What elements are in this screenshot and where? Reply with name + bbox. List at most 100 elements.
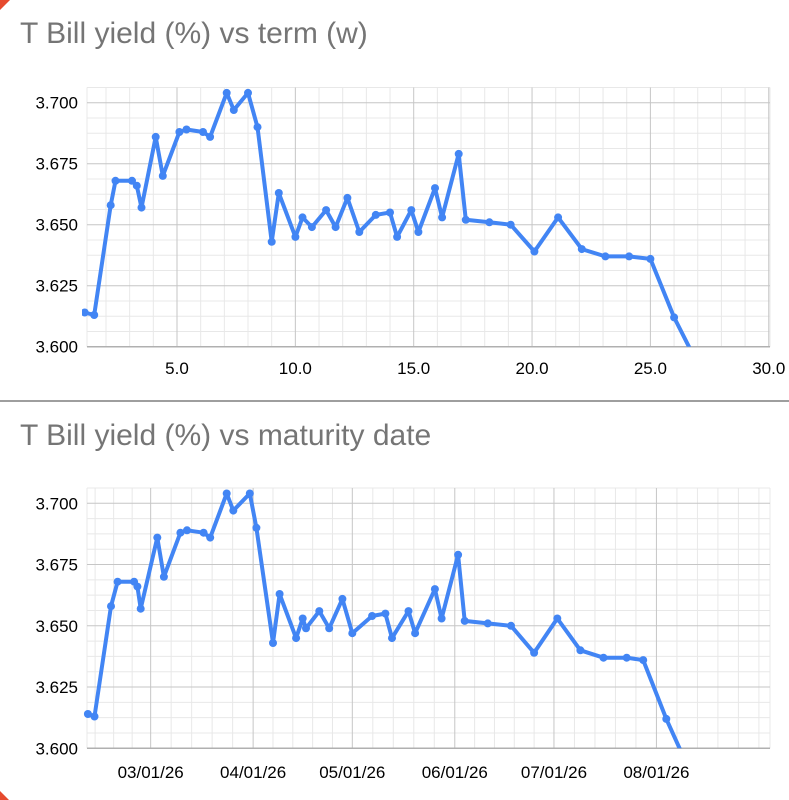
data-point <box>274 189 283 197</box>
x-tick-label: 03/01/26 <box>118 763 184 782</box>
data-point <box>176 528 185 537</box>
data-point <box>206 533 215 542</box>
data-point <box>307 223 316 232</box>
y-tick-label: 3.625 <box>35 277 78 296</box>
data-point <box>411 629 420 638</box>
data-point <box>107 602 115 611</box>
series-line <box>82 90 692 347</box>
data-point <box>158 171 167 180</box>
data-point <box>483 619 492 628</box>
x-tick-label: 5.0 <box>165 359 189 378</box>
data-point <box>90 712 99 721</box>
data-point <box>437 614 446 623</box>
data-point <box>151 132 160 141</box>
data-point <box>646 254 655 263</box>
data-point <box>133 582 142 591</box>
data-point <box>696 365 704 373</box>
data-point <box>159 572 168 581</box>
data-point <box>292 634 301 643</box>
data-point <box>137 203 146 212</box>
data-point <box>82 308 89 317</box>
y-tick-label: 3.700 <box>35 94 78 113</box>
data-point <box>298 614 307 623</box>
data-point <box>113 577 122 586</box>
data-point <box>485 218 494 227</box>
data-point <box>599 653 608 662</box>
data-point <box>331 223 340 232</box>
data-point <box>90 311 99 319</box>
corner-marker-top-left-icon <box>0 0 10 10</box>
data-point <box>130 577 139 586</box>
data-point <box>625 252 634 261</box>
data-point <box>132 181 141 190</box>
data-point <box>222 489 231 498</box>
x-tick-label: 15.0 <box>397 359 430 378</box>
x-tick-label: 04/01/26 <box>220 763 286 782</box>
data-point <box>388 634 396 643</box>
data-point <box>407 206 416 215</box>
y-tick-label: 3.675 <box>35 155 78 174</box>
data-point <box>325 624 334 633</box>
data-point <box>404 607 413 616</box>
data-point <box>199 128 207 136</box>
data-point <box>322 206 331 215</box>
x-tick-label: 25.0 <box>634 359 667 378</box>
data-point <box>229 106 238 114</box>
data-point <box>136 604 145 613</box>
data-point <box>183 526 191 535</box>
x-tick-label: 20.0 <box>516 359 549 378</box>
data-point <box>245 489 254 498</box>
data-point <box>128 176 136 185</box>
data-point <box>576 646 585 655</box>
data-point <box>577 245 586 254</box>
data-point <box>670 313 679 322</box>
term-chart-plot-area: 5.0 10.0 15.0 20.0 25.0 30.0 3.700 3.675 3.650 3.… <box>35 86 785 378</box>
data-point <box>386 208 394 217</box>
data-point <box>106 201 115 210</box>
data-point <box>454 550 463 559</box>
data-point <box>222 88 231 97</box>
data-point <box>530 247 539 256</box>
data-point <box>414 228 423 236</box>
data-point <box>338 594 347 603</box>
x-tick-label: 30.0 <box>752 359 785 378</box>
data-point <box>506 220 515 229</box>
data-point <box>302 624 310 633</box>
data-point <box>639 656 648 665</box>
data-point <box>601 252 610 261</box>
data-point <box>83 710 92 718</box>
data-point <box>244 88 252 97</box>
data-point <box>199 528 208 537</box>
y-tick-label: 3.650 <box>35 216 78 235</box>
y-tick-label: 3.675 <box>35 556 78 575</box>
date-chart-plot-area: 03/01/26 04/01/26 05/01/26 06/01/26 07/01/26… <box>35 487 771 782</box>
data-point <box>315 607 324 616</box>
term-chart-series <box>82 88 704 373</box>
data-point <box>253 123 262 132</box>
data-point <box>686 766 694 774</box>
data-point <box>298 213 307 222</box>
x-tick-label: 07/01/26 <box>521 763 587 782</box>
chart-title-date: T Bill yield (%) vs maturity date <box>20 419 432 452</box>
data-point <box>343 193 352 202</box>
chart-title-term: T Bill yield (%) vs term (w) <box>20 17 368 50</box>
data-point <box>291 232 300 241</box>
data-point <box>355 228 364 236</box>
date-chart-series <box>83 489 694 774</box>
data-point <box>554 213 563 222</box>
data-point <box>348 629 357 638</box>
data-point <box>371 210 380 219</box>
y-tick-label: 3.600 <box>35 739 78 758</box>
x-tick-label: 05/01/26 <box>319 763 385 782</box>
y-tick-label: 3.700 <box>35 494 78 513</box>
data-point <box>111 176 120 185</box>
data-point <box>267 237 276 246</box>
series-line <box>85 491 682 749</box>
y-tick-label: 3.600 <box>35 338 78 357</box>
x-tick-label: 06/01/26 <box>422 763 488 782</box>
data-point <box>252 523 261 532</box>
data-point <box>229 506 238 515</box>
section-divider <box>0 400 789 402</box>
data-point <box>381 609 390 618</box>
